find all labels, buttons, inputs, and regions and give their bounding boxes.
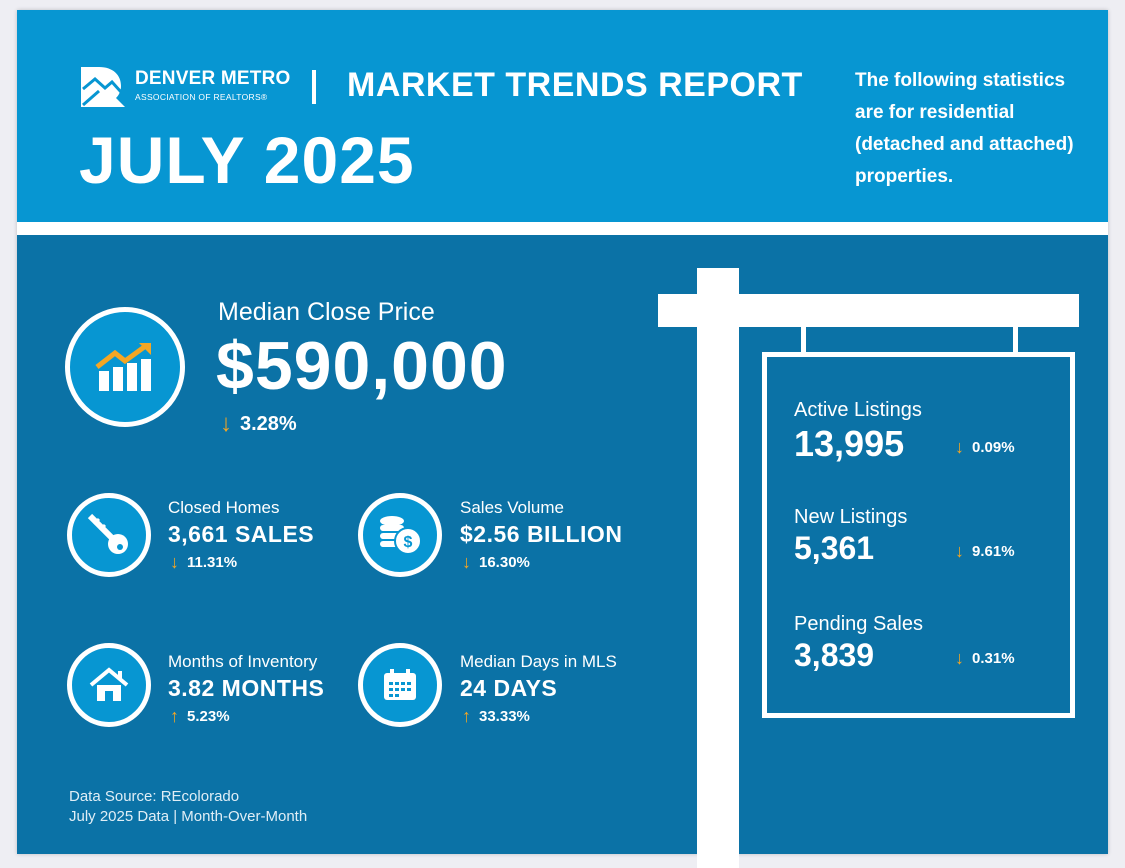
stat-label: Median Days in MLS [460,652,617,671]
sign-label: Active Listings [794,399,922,421]
description: The following statistics are for residen… [855,70,1074,187]
stat-change: ↑ 5.23% [170,706,230,726]
stat-change: ↓ 11.31% [170,552,238,572]
stat-label: Closed Homes [168,498,280,517]
sign-value: 5,361 [794,530,875,566]
coins-icon: $ [358,493,442,577]
sign-change: ↓ 0.31% [955,648,1015,668]
median-price-change: ↓ 3.28% [220,410,297,437]
svg-text:$: $ [404,534,413,551]
stat-value: 3,661 SALES [168,521,315,547]
stats-body: Median Close Price $590,000 ↓ 3.28% Close… [17,235,1108,868]
arrow-down-icon: ↓ [462,552,471,572]
report-title: MARKET TRENDS REPORT [347,66,803,104]
stat-change: ↑ 33.33% [462,706,530,726]
stat-value: 24 DAYS [460,675,558,701]
data-source: Data Source: REcolorado [69,788,240,805]
sign-crossbar [658,294,1079,327]
report-page: DENVER METRO ASSOCIATION OF REALTORS® MA… [17,10,1108,868]
stat-label: Sales Volume [460,498,564,517]
sign-label: Pending Sales [794,613,923,635]
logo-icon [81,67,125,107]
report-month: JULY 2025 [79,123,415,197]
stat-change: ↓ 16.30% [462,552,530,572]
median-price-value: $590,000 [216,328,508,404]
arrow-down-icon: ↓ [955,648,964,668]
chart-up-icon [65,307,185,427]
divider [312,70,316,104]
calendar-icon [358,643,442,727]
sign-change: ↓ 0.09% [955,437,1015,457]
house-icon [67,643,151,727]
sign-board: Active Listings 13,995 ↓ 0.09% New Listin… [762,352,1075,718]
sign-post [697,268,739,868]
sign-value: 13,995 [794,423,905,464]
arrow-down-icon: ↓ [955,437,964,457]
median-price-label: Median Close Price [218,298,435,326]
data-period: July 2025 Data | Month-Over-Month [69,808,308,825]
header: DENVER METRO ASSOCIATION OF REALTORS® MA… [17,10,1108,222]
key-icon [67,493,151,577]
arrow-up-icon: ↑ [170,706,179,726]
stat-label: Months of Inventory [168,652,318,671]
arrow-down-icon: ↓ [170,552,179,572]
sign-value: 3,839 [794,637,875,673]
sign-label: New Listings [794,506,908,528]
arrow-down-icon: ↓ [955,541,964,561]
sign-hanger [1013,327,1018,353]
org-name: DENVER METRO [135,68,291,89]
stat-value: $2.56 BILLION [460,521,623,547]
sign-hanger [801,327,806,353]
stat-value: 3.82 MONTHS [168,675,325,701]
sign-change: ↓ 9.61% [955,541,1015,561]
org-subtitle: ASSOCIATION OF REALTORS® [135,92,268,102]
arrow-up-icon: ↑ [462,706,471,726]
arrow-down-icon: ↓ [220,410,232,437]
